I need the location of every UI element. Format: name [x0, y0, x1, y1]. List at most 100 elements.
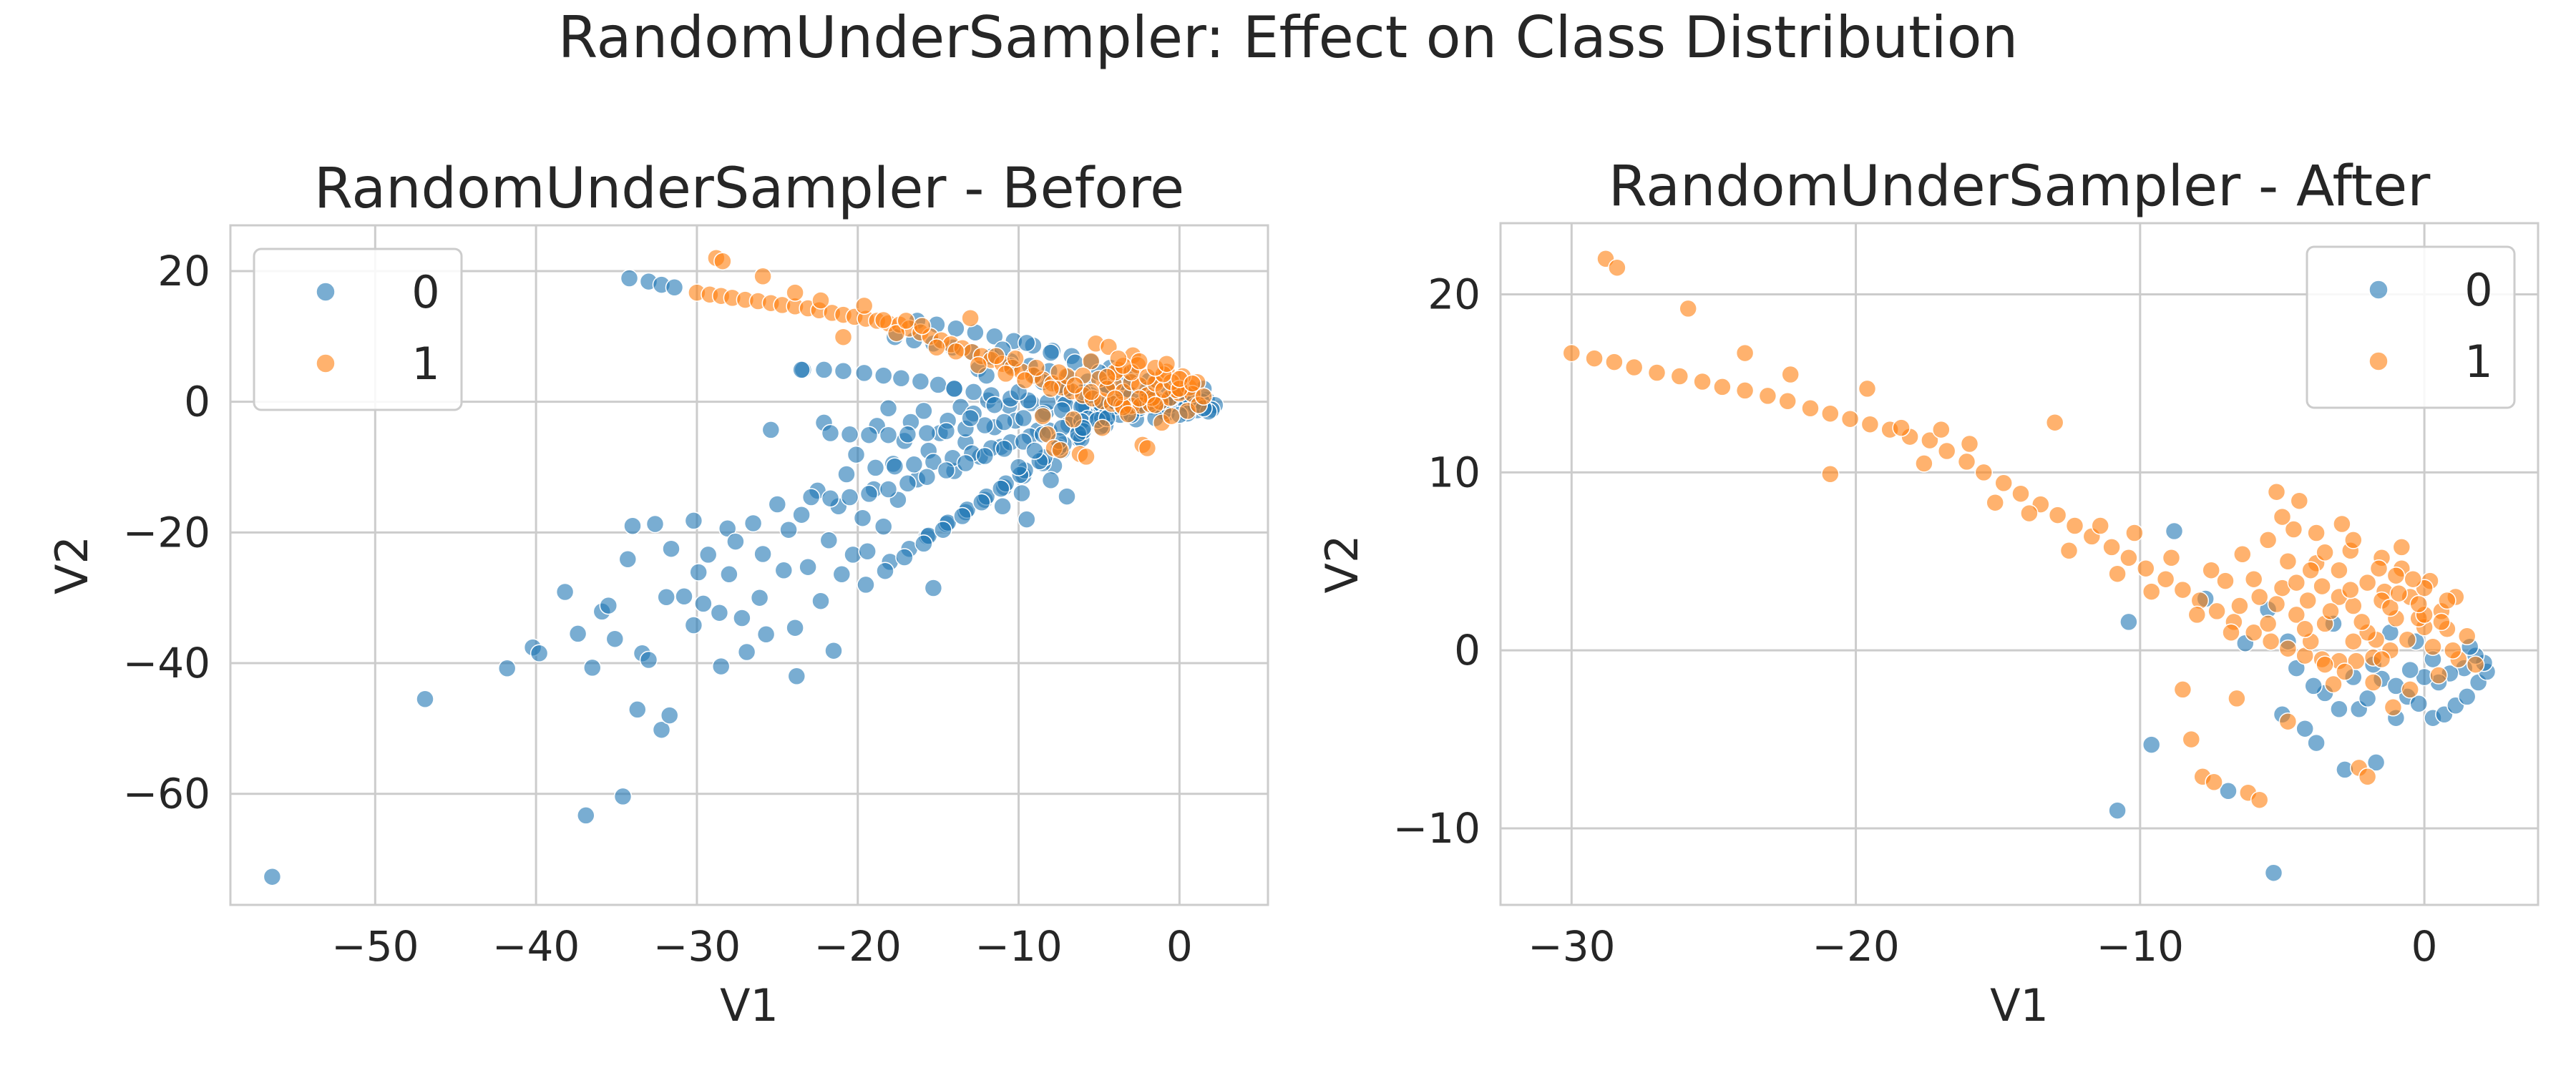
point-class-1 — [1932, 420, 1951, 439]
point-class-0 — [840, 425, 859, 444]
point-class-1 — [927, 338, 946, 357]
point-class-0 — [975, 446, 995, 466]
point-class-0 — [801, 488, 821, 506]
point-class-0 — [2108, 801, 2127, 820]
point-class-0 — [620, 269, 639, 288]
point-class-1 — [1065, 376, 1084, 395]
point-class-0 — [639, 650, 658, 670]
point-class-1 — [2341, 580, 2360, 599]
point-class-1 — [1077, 447, 1096, 466]
point-class-1 — [897, 311, 915, 330]
point-class-0 — [768, 495, 787, 514]
point-class-1 — [2020, 504, 2039, 523]
legend-box — [253, 248, 463, 411]
point-class-0 — [1058, 487, 1076, 506]
point-class-1 — [2156, 569, 2175, 589]
series-1 — [1562, 250, 2485, 809]
point-class-1 — [1858, 379, 1877, 398]
y-axis-label: V2 — [1316, 535, 1368, 594]
point-class-1 — [2381, 598, 2400, 617]
point-class-0 — [824, 641, 843, 660]
point-class-1 — [987, 346, 1005, 366]
point-class-0 — [811, 592, 830, 610]
point-class-1 — [811, 291, 830, 310]
point-class-0 — [885, 457, 904, 476]
point-class-0 — [761, 421, 781, 439]
point-class-0 — [945, 379, 964, 398]
point-class-0 — [497, 659, 517, 678]
y-axis-label: V2 — [46, 536, 98, 594]
point-class-1 — [2173, 580, 2192, 599]
point-class-1 — [2392, 538, 2411, 557]
point-class-1 — [1821, 404, 1840, 423]
point-class-1 — [2267, 482, 2286, 501]
point-class-0 — [1014, 408, 1033, 428]
point-class-1 — [2048, 506, 2067, 524]
legend: 01 — [2306, 245, 2516, 409]
point-class-1 — [2173, 680, 2192, 699]
point-class-0 — [1018, 333, 1036, 353]
point-class-0 — [2409, 695, 2428, 713]
point-class-1 — [1778, 392, 1797, 411]
point-class-0 — [743, 514, 763, 533]
point-class-0 — [876, 562, 894, 580]
point-class-1 — [2202, 561, 2220, 579]
point-class-0 — [814, 361, 834, 379]
point-class-1 — [2182, 730, 2201, 749]
point-class-1 — [2125, 524, 2144, 542]
y-tick-label: −20 — [123, 508, 210, 557]
point-class-1 — [2358, 573, 2377, 592]
point-class-1 — [1713, 378, 1732, 396]
point-class-1 — [1006, 349, 1025, 368]
point-class-0 — [2304, 677, 2323, 695]
point-class-1 — [2258, 614, 2278, 633]
point-class-1 — [2466, 655, 2485, 674]
subplot-title: RandomUnderSampler - Before — [314, 157, 1184, 221]
point-class-0 — [756, 625, 776, 644]
point-class-0 — [2457, 687, 2477, 706]
point-class-1 — [2045, 413, 2064, 432]
point-class-0 — [786, 618, 804, 637]
point-class-0 — [821, 489, 840, 508]
point-class-1 — [1647, 363, 1667, 382]
point-class-1 — [1801, 399, 1820, 418]
point-class-0 — [623, 516, 642, 535]
point-class-1 — [2137, 559, 2155, 578]
point-class-1 — [887, 323, 906, 343]
point-class-1 — [1194, 387, 1213, 406]
point-class-1 — [2336, 662, 2354, 681]
point-class-1 — [1064, 410, 1083, 429]
point-class-0 — [1041, 343, 1060, 362]
point-class-0 — [577, 806, 595, 825]
x-tick-label: −20 — [1812, 922, 1899, 971]
point-class-0 — [879, 480, 898, 499]
point-class-0 — [726, 532, 745, 551]
point-class-1 — [2409, 594, 2428, 614]
point-class-0 — [628, 700, 647, 719]
point-class-0 — [840, 488, 859, 506]
point-class-1 — [1015, 371, 1035, 390]
point-class-0 — [2119, 612, 2138, 632]
point-class-1 — [1840, 409, 1860, 428]
point-class-0 — [568, 624, 587, 643]
legend-label-class-1: 1 — [2464, 335, 2492, 388]
point-class-1 — [1585, 349, 1604, 368]
point-class-1 — [1781, 365, 1800, 384]
point-class-1 — [2205, 773, 2223, 792]
point-class-0 — [733, 609, 751, 627]
x-tick-label: −50 — [331, 922, 419, 971]
point-class-1 — [1608, 258, 1626, 277]
point-class-0 — [613, 787, 633, 806]
point-class-0 — [799, 557, 817, 577]
legend-box — [2306, 245, 2516, 409]
point-class-1 — [2142, 582, 2161, 601]
point-class-1 — [2316, 543, 2334, 562]
point-class-0 — [645, 514, 665, 534]
x-tick-label: −40 — [492, 922, 580, 971]
point-class-0 — [879, 399, 898, 418]
point-class-0 — [975, 416, 995, 435]
point-class-1 — [2278, 552, 2298, 571]
point-class-1 — [2330, 561, 2348, 579]
point-class-1 — [1735, 381, 1755, 400]
